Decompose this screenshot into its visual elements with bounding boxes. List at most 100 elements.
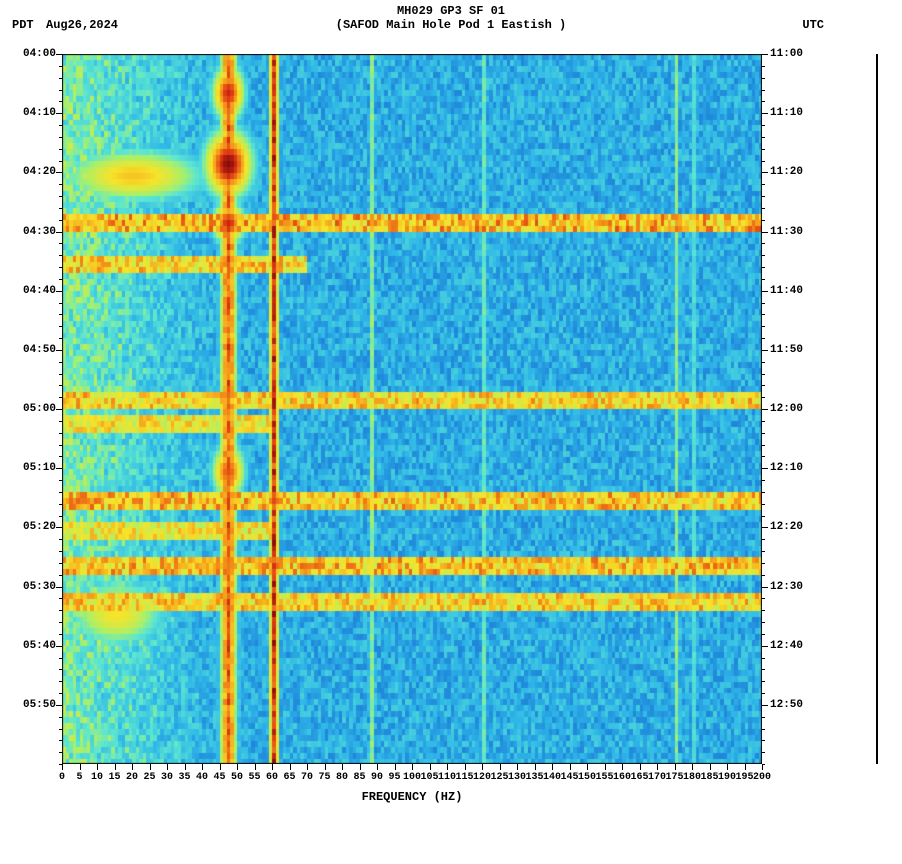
x-tick-mark (430, 764, 431, 770)
y-left-minor-tick (59, 610, 62, 611)
y-right-minor-tick (762, 255, 765, 256)
y-left-minor-tick (59, 397, 62, 398)
x-tick-label: 165 (631, 772, 649, 783)
y-left-tick-label: 04:50 (12, 344, 56, 356)
y-right-minor-tick (762, 717, 765, 718)
y-left-tick-label: 05:20 (12, 521, 56, 533)
y-left-minor-tick (59, 350, 62, 351)
y-left-minor-tick (59, 669, 62, 670)
y-left-minor-tick (59, 421, 62, 422)
y-left-tick-label: 04:40 (12, 285, 56, 297)
y-left-minor-tick (59, 551, 62, 552)
x-tick-mark (377, 764, 378, 770)
x-tick-label: 70 (298, 772, 316, 783)
x-tick-mark (150, 764, 151, 770)
y-right-minor-tick (762, 161, 765, 162)
y-right-minor-tick (762, 456, 765, 457)
x-tick-label: 90 (368, 772, 386, 783)
y-left-tick-label: 05:10 (12, 462, 56, 474)
y-left-minor-tick (59, 693, 62, 694)
x-tick-label: 115 (456, 772, 474, 783)
y-left-tick-label: 04:30 (12, 226, 56, 238)
y-left-minor-tick (59, 314, 62, 315)
y-left-minor-tick (59, 539, 62, 540)
x-tick-mark (255, 764, 256, 770)
y-left-minor-tick (59, 232, 62, 233)
y-left-minor-tick (59, 220, 62, 221)
y-left-minor-tick (59, 492, 62, 493)
x-tick-mark (552, 764, 553, 770)
y-right-minor-tick (762, 54, 765, 55)
x-tick-label: 120 (473, 772, 491, 783)
y-right-minor-tick (762, 705, 765, 706)
x-tick-label: 175 (666, 772, 684, 783)
x-tick-mark (692, 764, 693, 770)
y-left-minor-tick (59, 101, 62, 102)
y-left-minor-tick (59, 717, 62, 718)
y-right-minor-tick (762, 492, 765, 493)
y-right-minor-tick (762, 267, 765, 268)
y-right-minor-tick (762, 740, 765, 741)
x-tick-label: 35 (176, 772, 194, 783)
x-tick-label: 30 (158, 772, 176, 783)
y-right-minor-tick (762, 362, 765, 363)
y-left-minor-tick (59, 740, 62, 741)
y-left-minor-tick (59, 137, 62, 138)
x-tick-mark (202, 764, 203, 770)
x-tick-label: 5 (71, 772, 89, 783)
y-right-minor-tick (762, 563, 765, 564)
x-tick-label: 10 (88, 772, 106, 783)
x-tick-mark (482, 764, 483, 770)
x-tick-mark (220, 764, 221, 770)
y-right-minor-tick (762, 622, 765, 623)
x-tick-mark (500, 764, 501, 770)
x-tick-mark (342, 764, 343, 770)
chart-title-line1: MH029 GP3 SF 01 (0, 4, 902, 18)
x-tick-label: 65 (281, 772, 299, 783)
y-right-minor-tick (762, 125, 765, 126)
y-right-minor-tick (762, 184, 765, 185)
x-tick-label: 155 (596, 772, 614, 783)
x-tick-mark (412, 764, 413, 770)
y-left-minor-tick (59, 480, 62, 481)
x-tick-label: 180 (683, 772, 701, 783)
x-tick-mark (710, 764, 711, 770)
y-left-minor-tick (59, 516, 62, 517)
y-left-tick-label: 04:20 (12, 166, 56, 178)
y-right-minor-tick (762, 752, 765, 753)
x-tick-mark (395, 764, 396, 770)
x-tick-label: 110 (438, 772, 456, 783)
x-tick-mark (115, 764, 116, 770)
y-right-minor-tick (762, 220, 765, 221)
y-left-minor-tick (59, 291, 62, 292)
x-tick-mark (62, 764, 63, 770)
y-right-tick-label: 12:40 (770, 640, 820, 652)
x-tick-label: 40 (193, 772, 211, 783)
y-right-minor-tick (762, 646, 765, 647)
y-left-tick-label: 04:00 (12, 48, 56, 60)
y-right-minor-tick (762, 101, 765, 102)
y-right-minor-tick (762, 208, 765, 209)
x-tick-mark (80, 764, 81, 770)
x-tick-mark (622, 764, 623, 770)
x-tick-label: 75 (316, 772, 334, 783)
x-tick-mark (657, 764, 658, 770)
y-left-minor-tick (59, 196, 62, 197)
x-tick-mark (587, 764, 588, 770)
y-left-minor-tick (59, 433, 62, 434)
y-right-minor-tick (762, 445, 765, 446)
y-right-minor-tick (762, 90, 765, 91)
y-right-minor-tick (762, 397, 765, 398)
y-left-minor-tick (59, 563, 62, 564)
x-tick-label: 55 (246, 772, 264, 783)
x-tick-label: 160 (613, 772, 631, 783)
y-left-minor-tick (59, 149, 62, 150)
y-left-minor-tick (59, 78, 62, 79)
y-right-minor-tick (762, 172, 765, 173)
y-right-minor-tick (762, 385, 765, 386)
y-left-minor-tick (59, 598, 62, 599)
y-right-minor-tick (762, 527, 765, 528)
y-right-minor-tick (762, 113, 765, 114)
x-tick-label: 0 (53, 772, 71, 783)
y-left-minor-tick (59, 338, 62, 339)
